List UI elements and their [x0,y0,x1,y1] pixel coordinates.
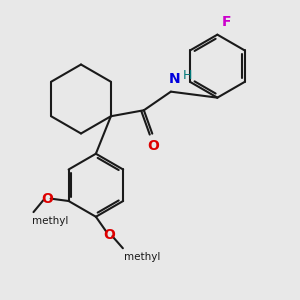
Text: H: H [183,69,192,82]
Text: methyl: methyl [124,252,161,262]
Text: O: O [41,192,53,206]
Text: F: F [222,15,231,29]
Text: O: O [103,228,115,242]
Text: O: O [147,139,159,153]
Text: methyl: methyl [32,216,68,226]
Text: N: N [169,72,180,86]
